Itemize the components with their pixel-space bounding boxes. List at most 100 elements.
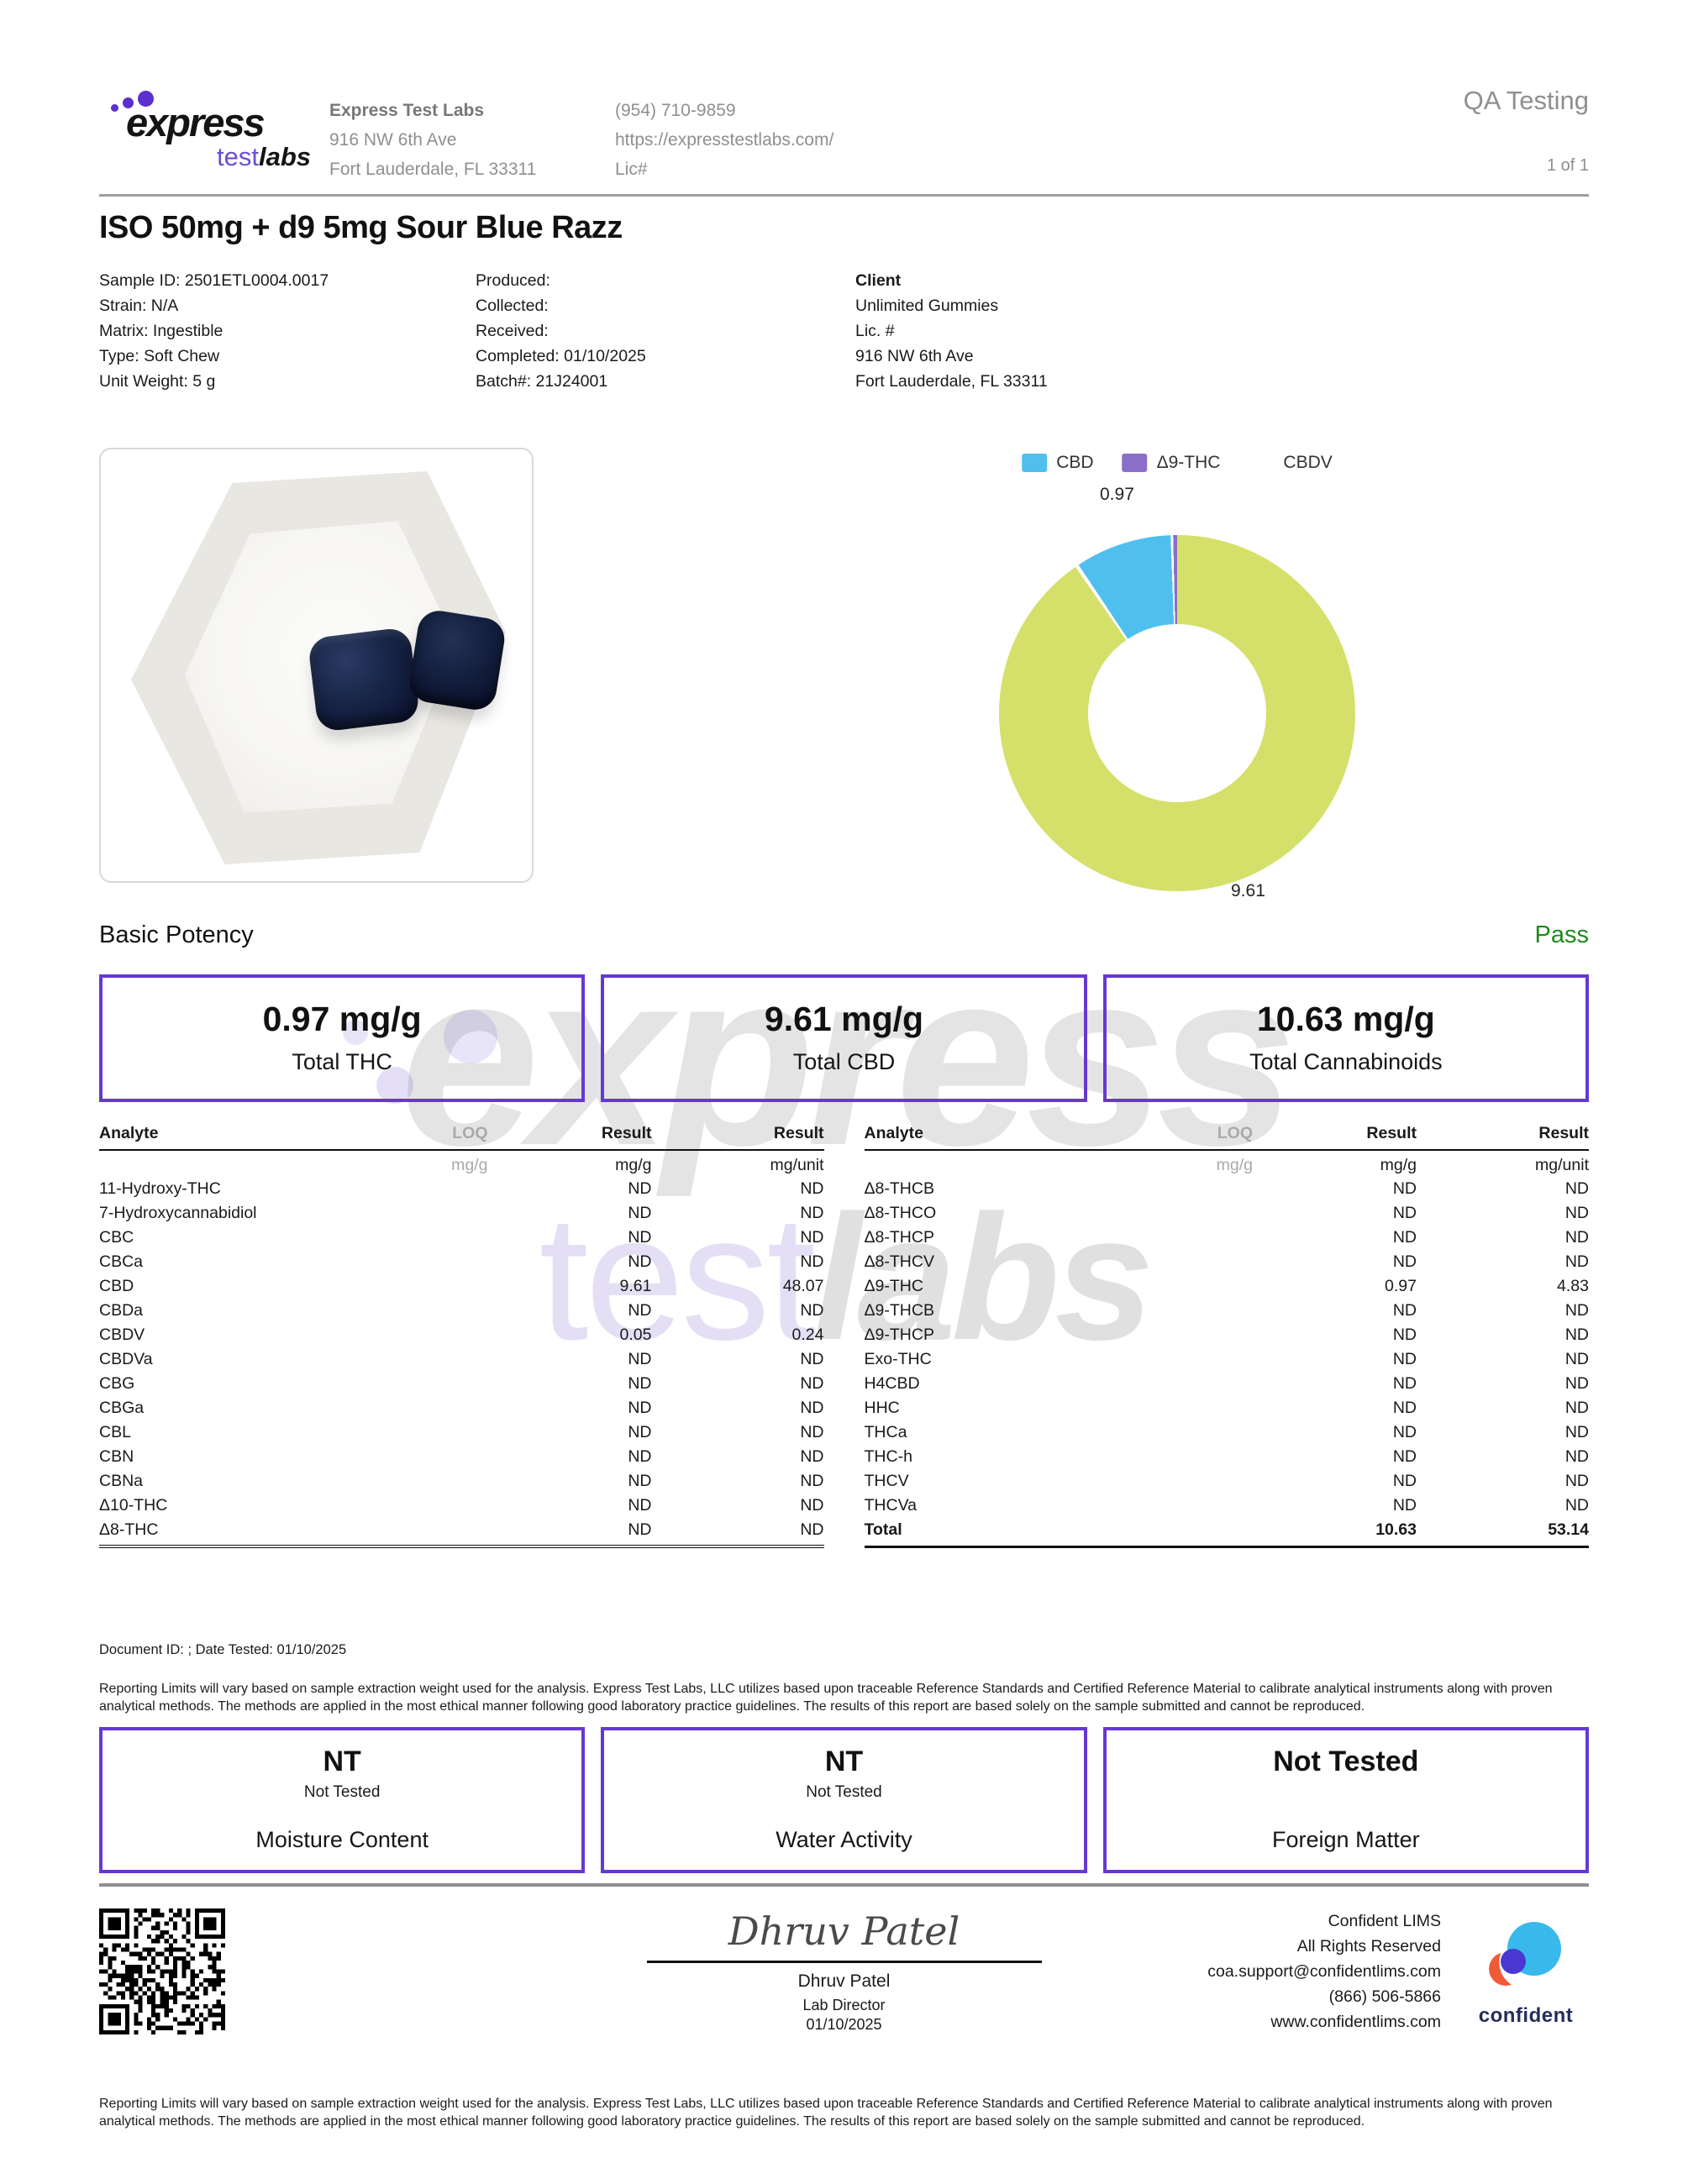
analyte-table-right: Analyte LOQ Result Result mg/g mg/g mg/u… bbox=[864, 1124, 1590, 1548]
client-column: Client Unlimited Gummies Lic. # 916 NW 6th … bbox=[855, 268, 1589, 394]
analyte-result-mgunit: ND bbox=[800, 1252, 824, 1271]
analyte-result-mgunit: ND bbox=[1564, 1447, 1589, 1466]
sample-info-line: Received: bbox=[476, 322, 549, 340]
section-title: Basic Potency bbox=[99, 921, 254, 948]
analyte-result-mgunit: ND bbox=[1564, 1374, 1589, 1393]
analyte-result-mgg: ND bbox=[628, 1423, 652, 1441]
header: express testlabs Express Test Labs 916 N… bbox=[99, 0, 1589, 184]
analyte-table-left: Analyte LOQ Result Result mg/g mg/g mg/u… bbox=[99, 1124, 824, 1548]
client-info-line: Lic. # bbox=[855, 322, 895, 340]
analyte-result-mgunit: ND bbox=[800, 1399, 824, 1417]
sample-info-line: Type: Soft Chew bbox=[99, 347, 220, 365]
analyte-result-mgunit: 0.24 bbox=[791, 1326, 824, 1344]
table-row: 7-Hydroxycannabidiol ND ND bbox=[99, 1201, 824, 1226]
analyte-name: CBGa bbox=[99, 1399, 145, 1417]
analyte-result-mgunit: ND bbox=[1564, 1326, 1589, 1344]
sample-info-line: Strain: N/A bbox=[99, 297, 179, 315]
signer-role: Lab Director bbox=[802, 1997, 886, 2013]
analyte-result-mgunit: ND bbox=[1564, 1301, 1589, 1320]
table-units-row: mg/g mg/g mg/unit bbox=[865, 1151, 1589, 1177]
table-row: CBNa ND ND bbox=[99, 1469, 824, 1494]
table-row: CBDa ND ND bbox=[99, 1299, 824, 1323]
gummy bbox=[407, 607, 507, 713]
not-tested-box: NT Not Tested Water Activity bbox=[601, 1727, 1087, 1873]
table-row: HHC ND ND bbox=[865, 1396, 1590, 1420]
analyte-loq bbox=[362, 1396, 488, 1420]
analyte-name: Δ8-THC bbox=[99, 1520, 159, 1539]
analyte-result-mgunit: 53.14 bbox=[1548, 1520, 1589, 1539]
analyte-result-mgunit: ND bbox=[1564, 1496, 1589, 1515]
unit-result-mgg: mg/g bbox=[615, 1156, 652, 1174]
analyte-name: CBD bbox=[99, 1277, 134, 1295]
analyte-result-mgunit: ND bbox=[800, 1374, 824, 1393]
analyte-loq bbox=[362, 1518, 488, 1542]
analyte-result-mgg: ND bbox=[1392, 1228, 1417, 1247]
analyte-result-mgg: ND bbox=[628, 1228, 652, 1247]
table-header-row: Analyte LOQ Result Result bbox=[864, 1124, 1589, 1151]
analyte-result-mgg: ND bbox=[1392, 1496, 1417, 1515]
donut-callout-thc: 0.97 bbox=[1100, 485, 1134, 504]
pass-status: Pass bbox=[1534, 921, 1589, 948]
analyte-loq bbox=[362, 1420, 488, 1445]
analyte-loq bbox=[362, 1494, 488, 1518]
lims-line: Confident LIMS bbox=[1328, 1912, 1441, 1930]
analyte-result-mgunit: ND bbox=[1564, 1350, 1589, 1368]
potency-label: Total Cannabinoids bbox=[1249, 1049, 1443, 1074]
analyte-result-mgunit: ND bbox=[800, 1447, 824, 1466]
signature-line bbox=[646, 1961, 1042, 1963]
confident-lims-block: Confident LIMS All Rights Reserved coa.sup… bbox=[1207, 1908, 1463, 2073]
table-row: Δ8-THCP ND ND bbox=[865, 1226, 1590, 1250]
analyte-result-mgunit: ND bbox=[1564, 1472, 1589, 1490]
analyte-result-mgg: ND bbox=[1392, 1423, 1417, 1441]
table-row: 11-Hydroxy-THC ND ND bbox=[99, 1177, 824, 1201]
potency-label: Total CBD bbox=[792, 1049, 896, 1074]
analyte-loq bbox=[1127, 1494, 1253, 1518]
analyte-loq bbox=[1127, 1420, 1253, 1445]
analyte-loq bbox=[1127, 1347, 1253, 1372]
analyte-result-mgg: ND bbox=[628, 1472, 652, 1490]
nt-label: Water Activity bbox=[776, 1827, 912, 1852]
legend-swatch-icon bbox=[1249, 454, 1274, 472]
reporting-limits-disclaimer: Reporting Limits will vary based on samp… bbox=[99, 1682, 1553, 1714]
analyte-result-mgg: ND bbox=[1392, 1326, 1417, 1344]
nt-label: Foreign Matter bbox=[1272, 1827, 1420, 1852]
analyte-name: Δ8-THCB bbox=[864, 1179, 934, 1198]
analyte-name: Δ9-THCB bbox=[864, 1301, 934, 1320]
lab-website: https://expresstestlabs.com/ bbox=[615, 130, 834, 150]
analyte-result-mgunit: ND bbox=[1564, 1179, 1589, 1198]
gummy bbox=[307, 626, 421, 733]
analyte-result-mgg: ND bbox=[628, 1179, 652, 1198]
analyte-result-mgunit: ND bbox=[1564, 1252, 1589, 1271]
analyte-result-mgunit: 4.83 bbox=[1557, 1277, 1589, 1295]
analyte-name: THCa bbox=[864, 1423, 907, 1441]
col-analyte: Analyte bbox=[864, 1124, 923, 1142]
sample-info-line: Produced: bbox=[476, 271, 550, 290]
analyte-result-mgunit: ND bbox=[1564, 1204, 1589, 1222]
nt-value: Not Tested bbox=[1273, 1746, 1419, 1777]
table-row: CBC ND ND bbox=[99, 1226, 824, 1250]
analyte-name: CBG bbox=[99, 1374, 135, 1393]
analyte-result-mgg: 10.63 bbox=[1375, 1520, 1417, 1539]
lab-license: Lic# bbox=[615, 160, 648, 179]
page-number: 1 of 1 bbox=[1546, 156, 1589, 175]
potency-label: Total THC bbox=[292, 1049, 392, 1074]
analyte-loq bbox=[1127, 1445, 1253, 1469]
header-divider bbox=[99, 194, 1589, 197]
analyte-result-mgg: ND bbox=[628, 1301, 652, 1320]
analyte-name: Δ8-THCV bbox=[864, 1252, 934, 1271]
analyte-loq bbox=[362, 1226, 488, 1250]
table-row: Δ8-THCV ND ND bbox=[865, 1250, 1590, 1274]
unit-result-mgunit: mg/unit bbox=[1535, 1156, 1589, 1174]
col-result-mgg: Result bbox=[601, 1124, 652, 1142]
potency-box: 0.97 mg/g Total THC bbox=[99, 974, 586, 1102]
lims-line: www.confidentlims.com bbox=[1270, 2013, 1441, 2031]
analyte-result-mgunit: ND bbox=[1564, 1228, 1589, 1247]
analyte-result-mgunit: ND bbox=[800, 1228, 824, 1247]
col-analyte: Analyte bbox=[99, 1124, 159, 1142]
qa-testing-label: QA Testing bbox=[1463, 86, 1589, 115]
col-loq: LOQ bbox=[452, 1124, 488, 1142]
client-info-line: Unlimited Gummies bbox=[855, 297, 999, 315]
not-tested-boxes: NT Not Tested Moisture Content NT Not Te… bbox=[99, 1727, 1589, 1873]
table-row: CBD 9.61 48.07 bbox=[99, 1274, 824, 1299]
table-row: H4CBD ND ND bbox=[865, 1372, 1590, 1396]
